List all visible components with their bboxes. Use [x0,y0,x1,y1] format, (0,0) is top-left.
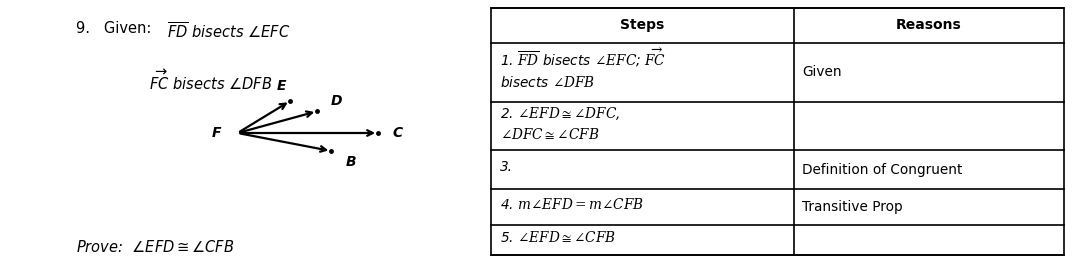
Text: E: E [276,79,286,93]
Text: Prove:  $\angle EFD \cong \angle CFB$: Prove: $\angle EFD \cong \angle CFB$ [76,239,234,255]
Text: 3.: 3. [500,160,513,174]
Text: B: B [346,155,356,169]
Text: Steps: Steps [621,18,664,32]
Text: Definition of Congruent: Definition of Congruent [802,163,962,177]
Text: bisects $\angle DFB$: bisects $\angle DFB$ [500,75,595,90]
Text: D: D [330,94,342,108]
Text: $\overrightarrow{FC}$ bisects $\angle DFB$: $\overrightarrow{FC}$ bisects $\angle DF… [149,69,272,93]
Bar [491,8,1064,255]
Text: $\overline{FD}$ bisects $\angle EFC$: $\overline{FD}$ bisects $\angle EFC$ [167,21,291,41]
Text: 9.   Given:: 9. Given: [76,21,156,36]
Text: 4. $m\angle EFD = m\angle CFB$: 4. $m\angle EFD = m\angle CFB$ [500,197,645,211]
Text: Transitive Prop: Transitive Prop [802,200,903,214]
Text: Given: Given [802,65,842,80]
Text: C: C [392,126,403,140]
Text: $\angle DFC \cong \angle CFB$: $\angle DFC \cong \angle CFB$ [500,127,599,142]
Text: Reasons: Reasons [896,18,961,32]
Text: F: F [212,126,221,140]
Text: 5. $\angle EFD \cong \angle CFB$: 5. $\angle EFD \cong \angle CFB$ [500,230,617,245]
Text: 1. $\overline{FD}$ bisects $\angle EFC$; $\overrightarrow{FC}$: 1. $\overline{FD}$ bisects $\angle EFC$;… [500,45,666,69]
Text: 2. $\angle EFD \cong \angle DFC$,: 2. $\angle EFD \cong \angle DFC$, [500,105,620,122]
